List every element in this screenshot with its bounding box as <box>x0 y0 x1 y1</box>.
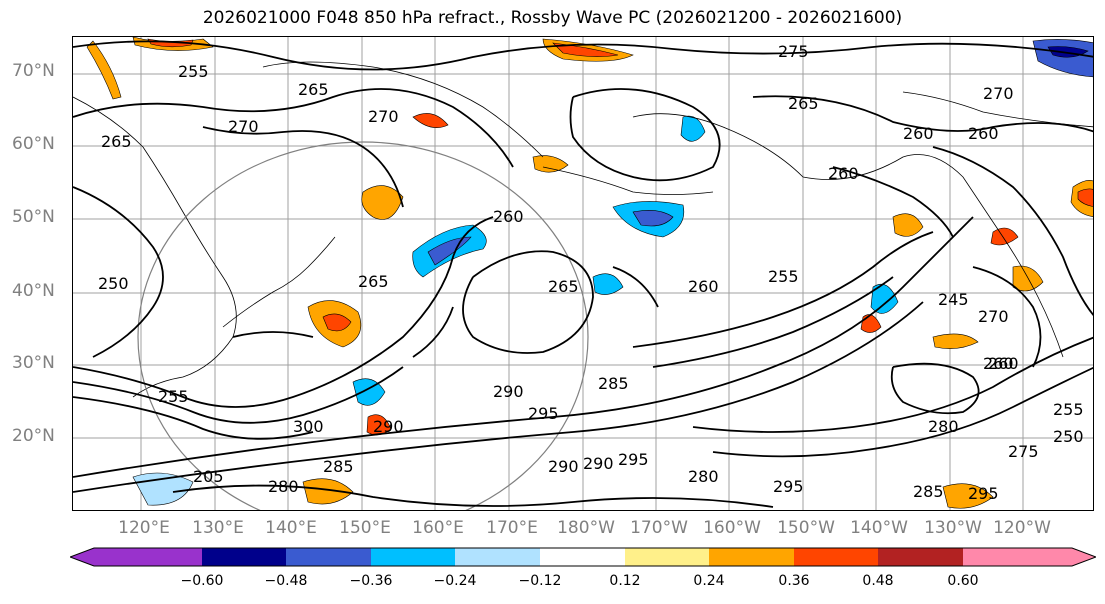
contour-label: 290 <box>583 454 614 473</box>
map-panel: 275 265 270 255 270 265 260 260 270 260 … <box>72 36 1094 511</box>
contour-label: 285 <box>598 374 629 393</box>
colorbar-outline <box>70 547 1096 567</box>
colorbar-tick-label: 0.60 <box>947 573 979 589</box>
contour-label: 260 <box>828 164 859 183</box>
lat-label: 30°N <box>12 353 55 373</box>
contour-label: 270 <box>983 84 1014 103</box>
lon-label: 120°W <box>993 518 1051 538</box>
contour-label: 295 <box>968 484 999 503</box>
colorbar-segments <box>70 547 1096 567</box>
contour-label: 245 <box>938 290 969 309</box>
contour-label: 265 <box>358 272 389 291</box>
lat-label: 20°N <box>12 426 55 446</box>
lat-label: 70°N <box>12 61 55 81</box>
colorbar-segment <box>286 548 371 566</box>
contour-label: 255 <box>768 267 799 286</box>
colorbar-segment <box>625 548 709 566</box>
colorbar-tick-label: 0.48 <box>862 573 894 589</box>
contour-label: 255 <box>178 62 209 81</box>
colorbar-segment <box>371 548 455 566</box>
colorbar-segment <box>709 548 794 566</box>
lon-label: 140°E <box>265 518 317 538</box>
map-title: 2026021000 F048 850 hPa refract., Rossby… <box>202 8 903 28</box>
lat-label: 60°N <box>12 134 55 154</box>
contour-label: 260 <box>988 354 1019 373</box>
contour-label: 270 <box>368 107 399 126</box>
contour-label: 260 <box>903 124 934 143</box>
colorbar-segment <box>794 548 878 566</box>
colorbar-tick-label: 0.24 <box>693 573 725 589</box>
contour-label: 250 <box>1053 427 1084 446</box>
lon-label: 150°E <box>339 518 391 538</box>
colorbar-segment <box>455 548 540 566</box>
contour-label: 300 <box>293 417 324 436</box>
contour-label: 295 <box>773 477 804 496</box>
lon-label: 130°E <box>192 518 244 538</box>
contour-label: 275 <box>1008 442 1039 461</box>
lon-label: 170°E <box>486 518 538 538</box>
contour-label: 295 <box>528 404 559 423</box>
contour-label: 280 <box>928 417 959 436</box>
lon-label: 170°W <box>630 518 688 538</box>
lon-label: 160°E <box>412 518 464 538</box>
colorbar-tick-label: 0.12 <box>609 573 641 589</box>
contour-label: 295 <box>618 450 649 469</box>
colorbar-tick-label: 0.36 <box>778 573 810 589</box>
colorbar-tick-label: −0.24 <box>433 573 477 589</box>
graticule <box>73 37 1093 510</box>
colorbar <box>70 547 1096 567</box>
contour-label: 275 <box>778 42 809 61</box>
contour-label: 285 <box>323 457 354 476</box>
contour-lines <box>73 40 1093 508</box>
colorbar-tick-label: −0.48 <box>264 573 308 589</box>
contour-label: 260 <box>983 354 1014 373</box>
contour-label: 255 <box>1053 400 1084 419</box>
lon-label: 160°W <box>703 518 761 538</box>
contour-label-group: 275 265 270 255 270 265 260 260 270 260 … <box>98 42 1084 503</box>
contour-label: 255 <box>158 387 189 406</box>
colorbar-tick-label: −0.12 <box>518 573 562 589</box>
contour-label: 290 <box>548 457 579 476</box>
lat-label: 40°N <box>12 281 55 301</box>
contour-label: 260 <box>968 124 999 143</box>
contour-label: 270 <box>228 117 259 136</box>
lat-label: 50°N <box>12 207 55 227</box>
contour-label: 265 <box>298 80 329 99</box>
lon-label: 140°W <box>850 518 908 538</box>
contour-label: 285 <box>913 482 944 501</box>
contour-label: 265 <box>788 94 819 113</box>
contour-label: 290 <box>373 417 404 436</box>
contour-label: 260 <box>688 277 719 296</box>
colorbar-segment <box>878 548 963 566</box>
lon-label: 130°W <box>924 518 982 538</box>
colorbar-segment <box>70 548 202 566</box>
contour-label: 280 <box>268 477 299 496</box>
colorbar-segment <box>963 548 1096 566</box>
colorbar-segment <box>202 548 286 566</box>
lon-label: 180°W <box>557 518 615 538</box>
contour-label: 290 <box>493 382 524 401</box>
reference-circle <box>137 141 589 510</box>
contour-label: 265 <box>548 277 579 296</box>
lon-label: 120°E <box>118 518 170 538</box>
colorbar-tick-label: −0.60 <box>180 573 224 589</box>
contour-label: 205 <box>193 467 224 486</box>
contour-label: 265 <box>101 132 132 151</box>
lon-label: 150°W <box>777 518 835 538</box>
contour-label: 260 <box>493 207 524 226</box>
contour-label: 280 <box>688 467 719 486</box>
colorbar-tick-label: −0.36 <box>349 573 393 589</box>
anomaly-patches <box>86 37 1093 509</box>
colorbar-segment <box>540 548 625 566</box>
contour-label: 250 <box>98 274 129 293</box>
map-canvas: 275 265 270 255 270 265 260 260 270 260 … <box>73 37 1093 510</box>
contour-label: 270 <box>978 307 1009 326</box>
